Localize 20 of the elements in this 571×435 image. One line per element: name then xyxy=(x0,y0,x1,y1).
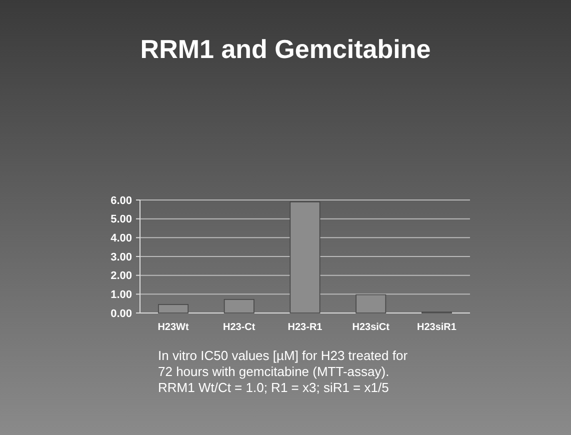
y-tick-label: 4.00 xyxy=(110,232,132,245)
x-tick-label: H23Wt xyxy=(158,322,190,333)
text: 72 hours with gemcitabine (MTT-assay). xyxy=(158,364,390,379)
x-tick-label: H23-Ct xyxy=(223,322,256,333)
x-tick-label: H23-R1 xyxy=(288,322,323,333)
y-tick-label: 0.00 xyxy=(110,308,132,320)
x-tick-label: H23siCt xyxy=(352,322,390,333)
text: In vitro IC50 values [µM] for H23 treated for xyxy=(158,348,408,363)
bar xyxy=(290,201,320,314)
x-tick-label: H23siR1 xyxy=(417,322,457,333)
y-tick-label: 2.00 xyxy=(110,270,132,282)
bar xyxy=(356,294,386,314)
bar xyxy=(224,299,254,314)
y-tick-label: 5.00 xyxy=(110,214,132,226)
bar xyxy=(158,304,188,314)
text: RRM1 Wt/Ct = 1.0; R1 = x3; siR1 = x1/5 xyxy=(158,380,389,395)
y-tick-label: 6.00 xyxy=(110,194,132,207)
y-tick-label: 1.00 xyxy=(110,289,132,302)
chart-title: RRM1 and Gemcitabine xyxy=(140,34,431,64)
y-tick-label: 3.00 xyxy=(110,251,132,264)
